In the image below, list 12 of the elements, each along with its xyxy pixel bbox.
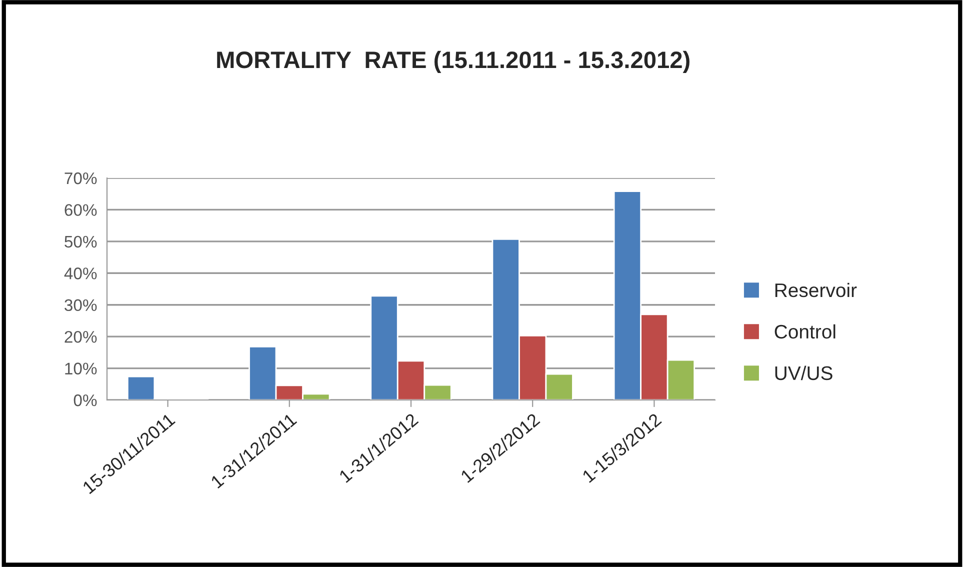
- legend-label: UV/US: [775, 366, 832, 380]
- y-tick-label: 40%: [64, 268, 97, 280]
- y-tick-label: 0%: [74, 394, 97, 406]
- chart-title: MORTALITY RATE (15.11.2011 - 15.3.2012): [217, 50, 690, 73]
- legend-label: Control: [774, 324, 836, 339]
- y-tick-label: 70%: [64, 172, 97, 184]
- y-tick-label: 10%: [65, 362, 97, 374]
- legend-label: Reservoir: [775, 282, 857, 298]
- y-tick-label: 30%: [64, 299, 97, 312]
- y-tick-label: 60%: [64, 204, 97, 216]
- y-tick-label: 50%: [64, 236, 97, 248]
- y-tick-label: 20%: [64, 330, 97, 343]
